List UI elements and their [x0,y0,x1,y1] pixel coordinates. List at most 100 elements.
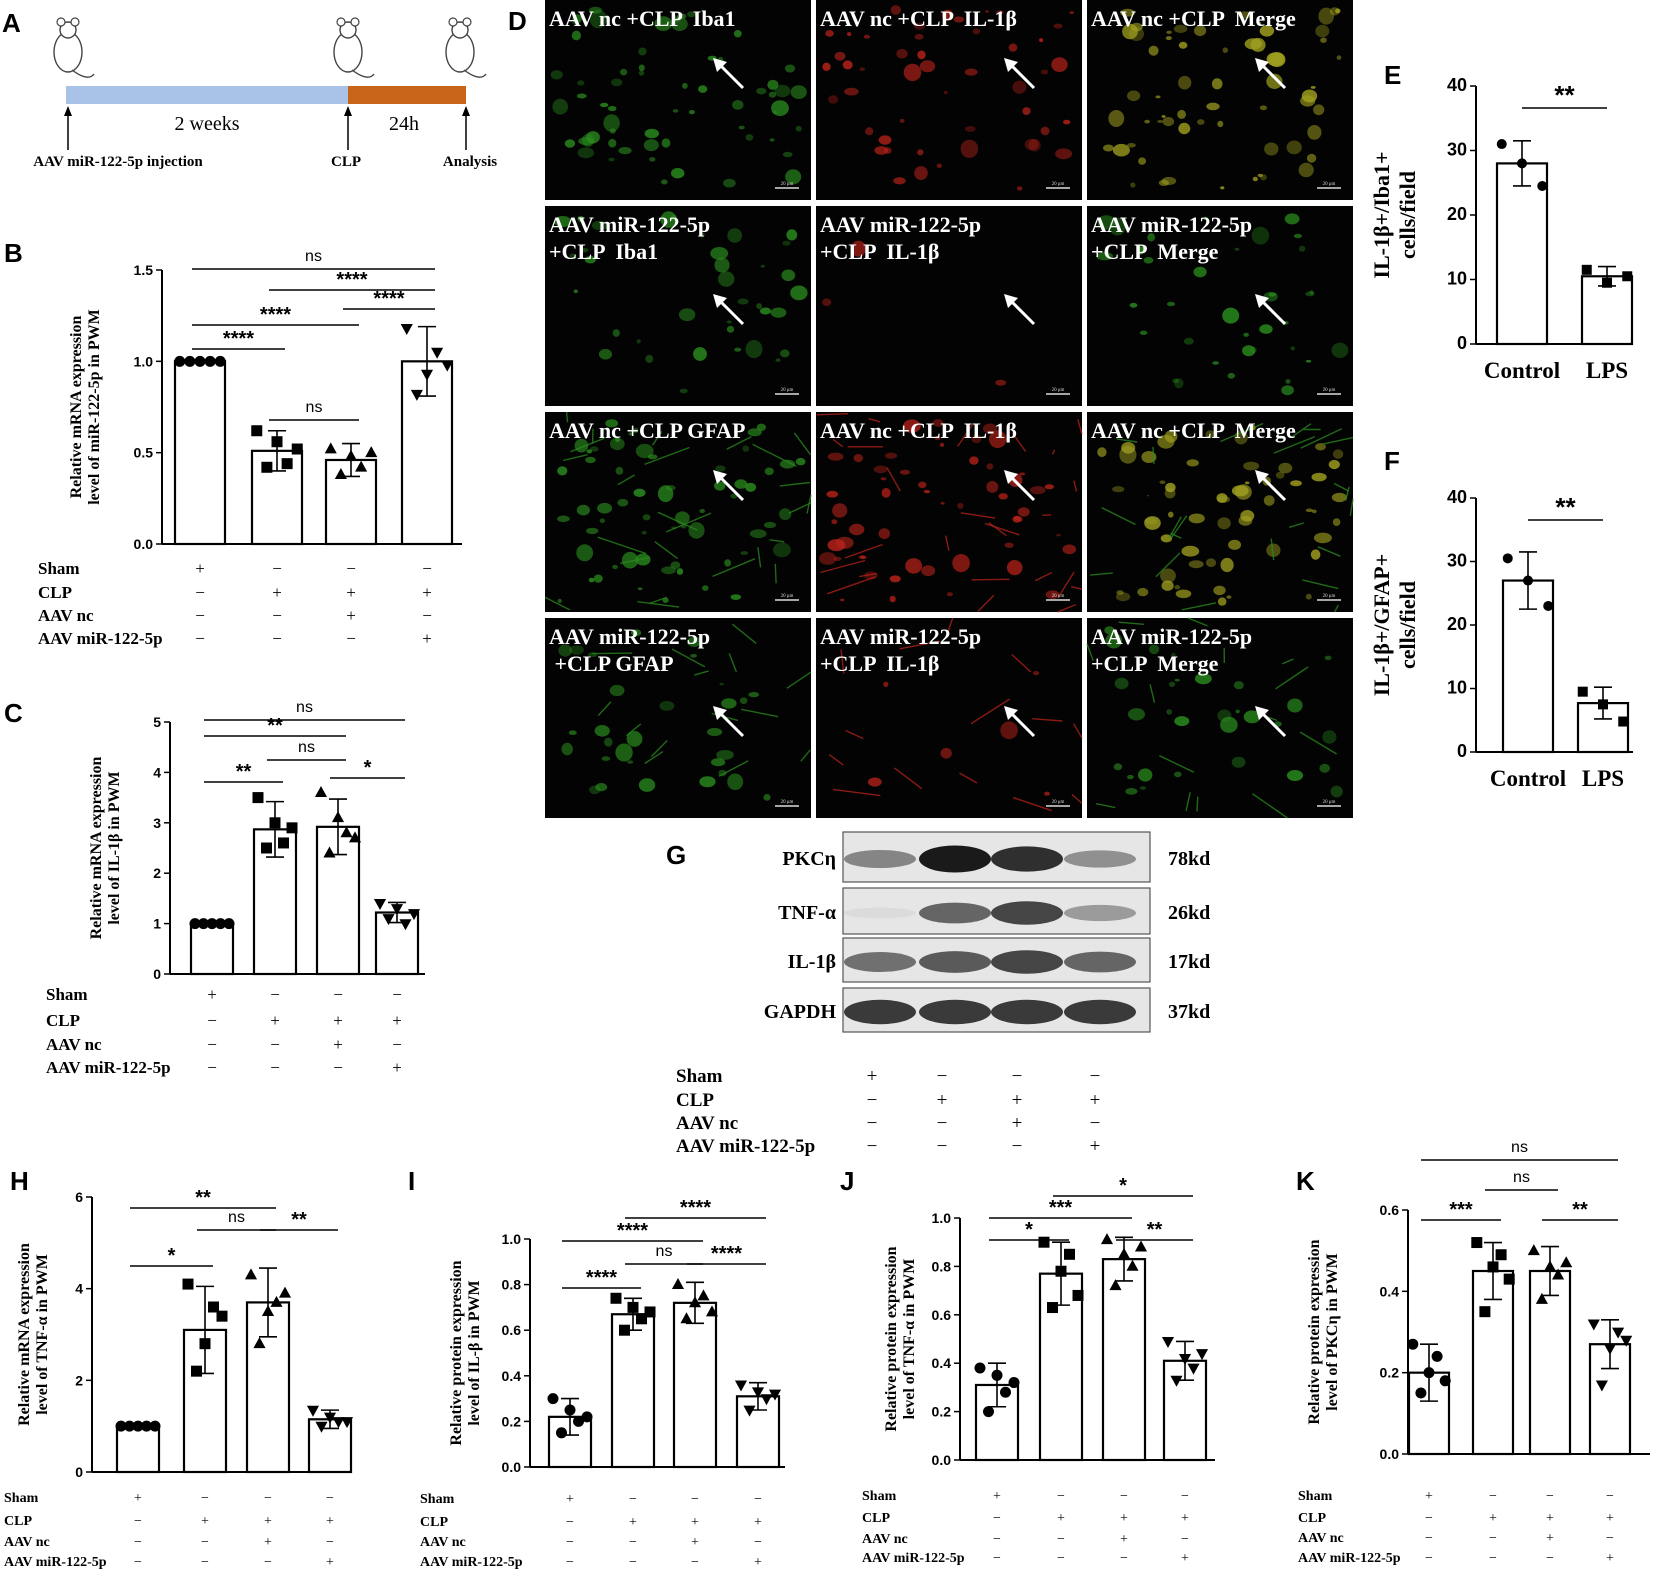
data-point [260,842,272,854]
blot-band [844,999,916,1025]
condition-sign: + [346,583,356,602]
timeline-event-analysis: Analysis [443,154,497,170]
significance-label: ** [1555,492,1576,522]
condition-sign: + [333,1035,343,1054]
y-tick-label: 0 [153,966,161,982]
data-point [671,1278,685,1289]
mouse-icons [53,17,487,78]
data-point [680,1312,693,1324]
significance-label: ** [236,761,252,783]
bar [189,922,235,976]
data-point [1620,1335,1633,1347]
micrograph-r3-c1: AAV nc +CLP GFAP 20 μm [544,412,812,612]
condition-sign: − [264,1555,272,1570]
data-point [244,1268,258,1280]
data-point [1487,1261,1499,1273]
data-point [344,449,358,461]
data-point [991,1369,1003,1381]
condition-label: Sham [862,1489,897,1504]
data-point [1577,686,1588,697]
data-point [705,1305,719,1317]
bar [1407,1371,1451,1456]
data-point [1560,1256,1573,1268]
data-point [315,1421,328,1433]
y-tick-label: 0.6 [502,1322,522,1338]
blot-band [1064,951,1136,973]
significance-label: **** [223,328,254,350]
micrograph-grid: AAV nc +CLP Iba1 20 μm AAV nc +CLP IL-1β 20… [544,0,1354,819]
condition-sign: − [272,629,282,648]
y-axis-label: level of TNF-α in PWM [901,1259,918,1420]
data-point [115,1420,127,1432]
condition-sign: − [1489,1531,1497,1546]
panel-letter-d: D [508,6,527,36]
x-category-label: Control [1490,766,1566,791]
y-tick-label: 3 [153,815,161,831]
condition-sign: − [937,1066,948,1087]
data-point [323,1412,337,1424]
condition-sign: − [272,606,282,625]
data-point [1134,1240,1148,1252]
condition-sign: − [270,1058,280,1077]
significance-label: ** [267,715,283,737]
data-point [1517,158,1527,169]
condition-label: CLP [1298,1511,1326,1526]
bar [974,1383,1020,1462]
y-tick-label: 4 [153,764,161,780]
condition-sign: + [1120,1532,1128,1547]
data-point [1552,1268,1565,1280]
micrograph-r4-c1: AAV miR-122-5p +CLP GFAP 20 μm [545,618,812,818]
panel-letter-k: K [1296,1166,1315,1196]
condition-sign: + [691,1515,699,1530]
scale-bar-label: 20 μm [1052,388,1065,393]
y-axis-label: level of IL-1β in PWM [106,771,123,924]
x-category-label: Control [1484,358,1560,383]
panel-letter-f: F [1384,446,1400,476]
condition-sign: + [346,606,356,625]
y-axis-label: Relative protein expression [1306,1239,1323,1424]
y-tick-label: 6 [75,1189,83,1205]
data-point [261,461,273,473]
data-point [323,846,336,858]
data-point [270,1295,283,1307]
chart-f: 0 10 20 30 40 IL-1β+/GFAP+ cells/field ** Contro… [1369,487,1633,791]
mouse-icon [53,17,95,78]
data-point [278,837,290,849]
condition-sign: − [207,1035,217,1054]
condition-sign: + [422,629,432,648]
condition-sign: − [326,1535,334,1550]
data-point [1161,1337,1175,1349]
significance-label: ** [195,1187,211,1209]
y-tick-label: 40 [1447,75,1467,95]
significance-label: * [168,1245,176,1267]
condition-sign: − [1057,1532,1065,1547]
data-point [1055,1265,1067,1277]
y-tick-label: 0.4 [1380,1283,1400,1299]
y-tick-label: 4 [75,1281,83,1297]
y-tick-label: 0.4 [502,1368,522,1384]
data-point [291,443,303,455]
condition-sign: − [1425,1531,1433,1546]
data-point [1602,277,1612,288]
micrograph-r2-c3: AAV miR-122-5p+CLP Merge 20 μm [1087,206,1353,406]
condition-sign: + [867,1066,878,1087]
condition-sign: + [270,1011,280,1030]
scale-bar-label: 20 μm [781,594,794,599]
condition-sign: − [207,1058,217,1077]
data-point [194,355,206,367]
data-point [216,1310,228,1322]
western-blot: PKCη 78kd TNF-α 26kd IL-1β 17kd GAPDH 37kd Sham +… [676,831,1210,1157]
data-point [324,442,337,454]
y-axis-label: cells/field [1395,171,1420,259]
y-axis-label: Relative mRNA expression [68,316,85,499]
scale-bar-label: 20 μm [781,182,794,187]
timeline-arrowhead-2 [344,106,352,116]
condition-label: AAV miR-122-5p [38,629,163,648]
data-point [1178,1353,1192,1365]
data-point [564,1404,576,1416]
data-point [399,919,412,931]
condition-label: CLP [38,583,72,602]
condition-sign: + [1181,1511,1189,1526]
y-tick-label: 0 [75,1464,83,1480]
condition-label: AAV miR-122-5p [676,1136,815,1157]
